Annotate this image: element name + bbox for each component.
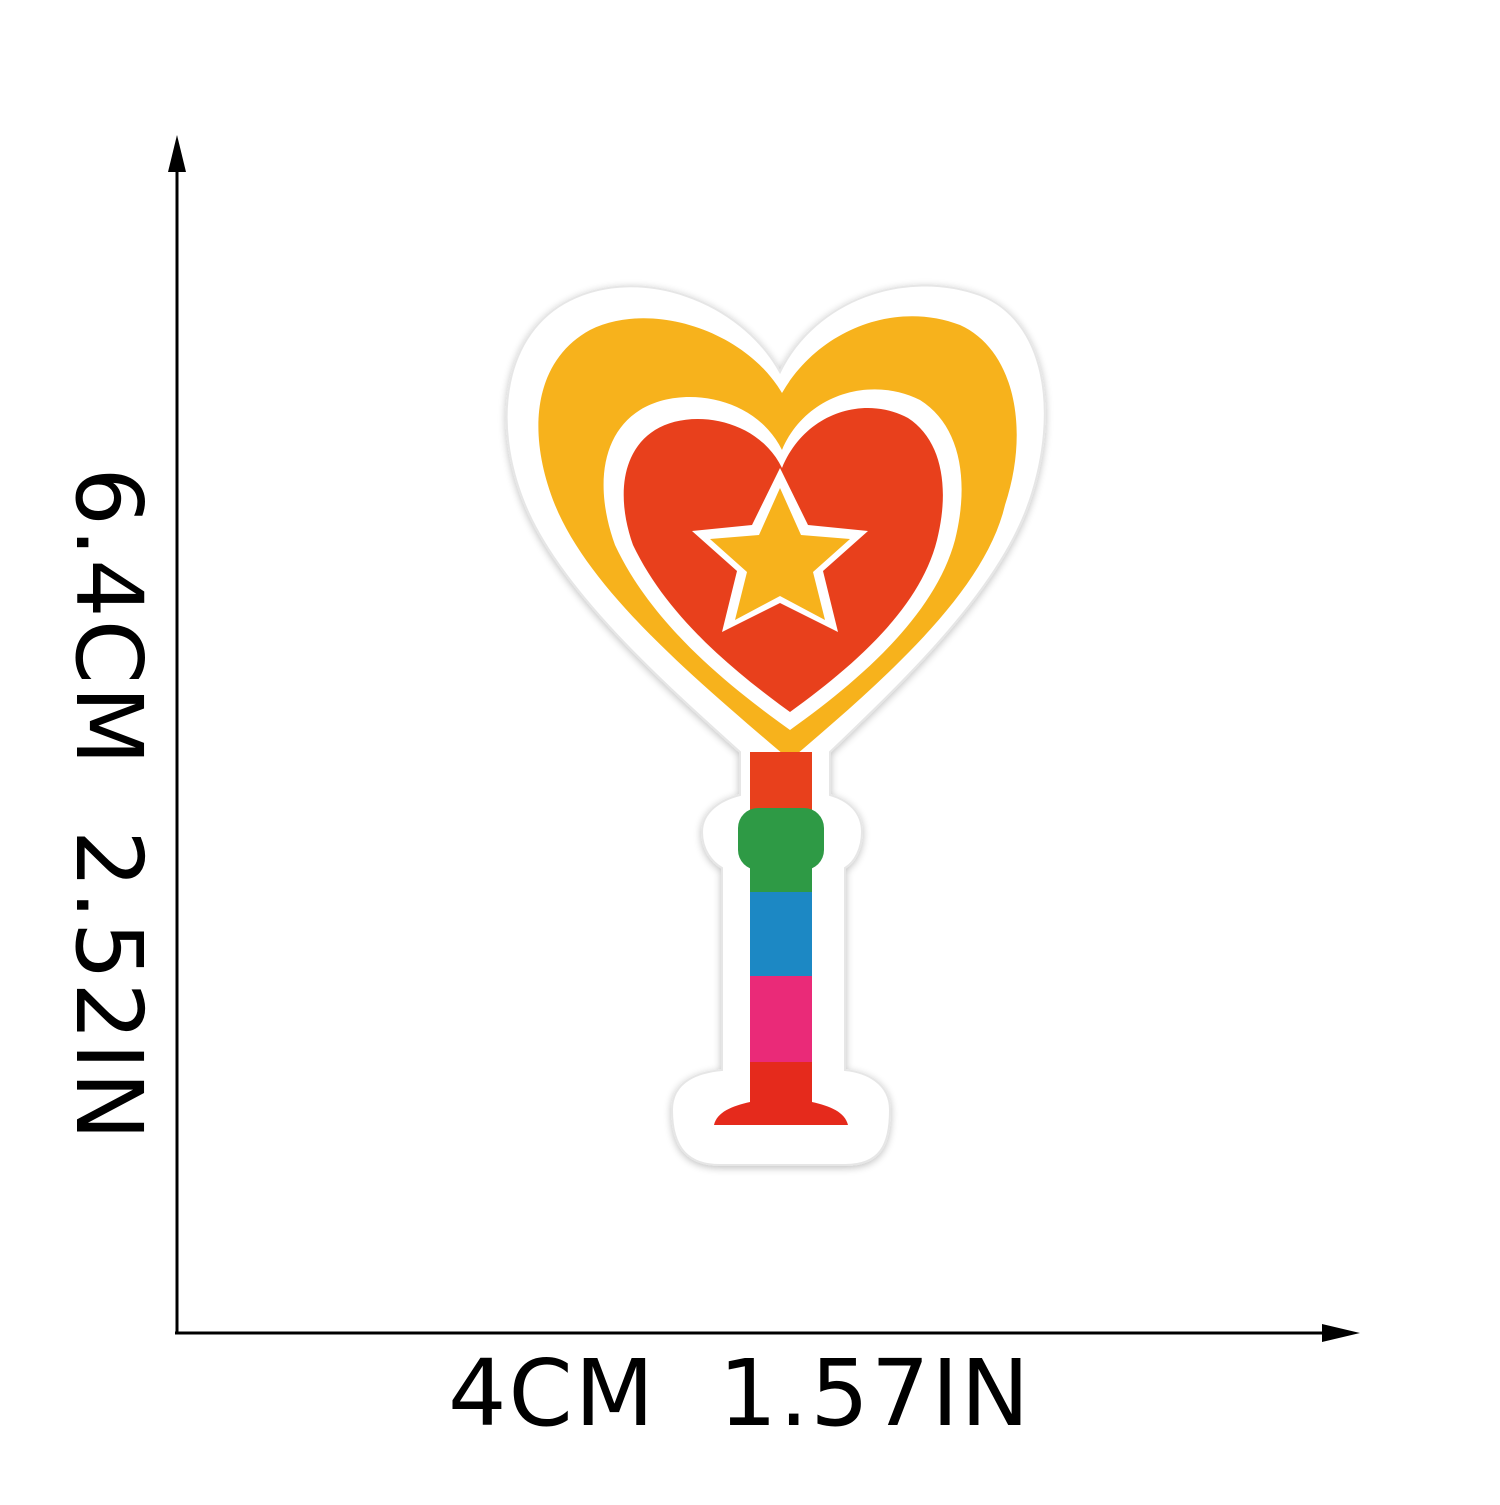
dimension-axes (168, 135, 1360, 1342)
stem-red-segment (750, 752, 812, 810)
height-dimension-label: 6.4CM 2.52IN (55, 467, 162, 1143)
star-icon (710, 488, 850, 620)
width-dimension-label: 4CM 1.57IN (448, 1340, 1032, 1447)
vertical-axis-arrowhead (168, 135, 186, 172)
stem-red-base (714, 1062, 848, 1125)
horizontal-axis-arrowhead (1322, 1324, 1360, 1342)
heart-wand-patch (505, 284, 1046, 1166)
stem-blue-segment (750, 892, 812, 978)
stem-pink-segment (750, 976, 812, 1064)
stem-green-lower (750, 850, 812, 894)
